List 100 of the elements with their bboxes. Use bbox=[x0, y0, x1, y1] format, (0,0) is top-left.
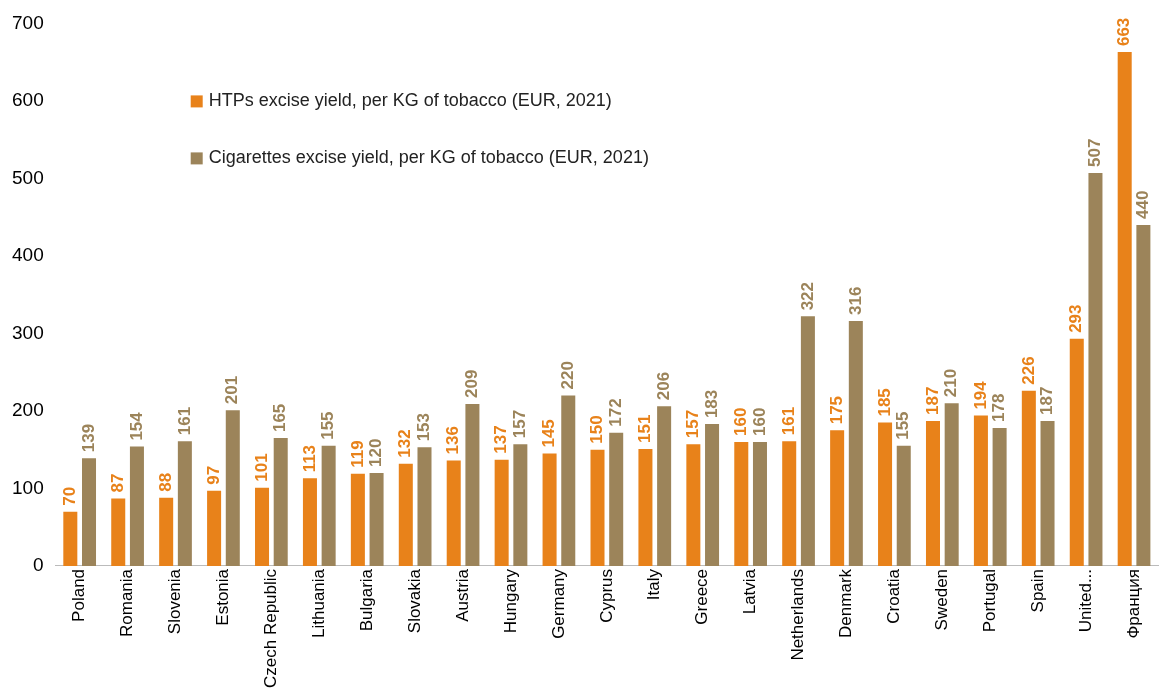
y-tick-label: 400 bbox=[12, 244, 44, 266]
bar bbox=[782, 441, 797, 566]
data-label: 101 bbox=[251, 453, 271, 482]
data-label: 157 bbox=[683, 409, 703, 439]
bar bbox=[273, 438, 288, 566]
bar bbox=[848, 321, 863, 566]
x-tick-label: Cyprus bbox=[596, 568, 616, 623]
data-label: 113 bbox=[299, 444, 319, 473]
bar bbox=[1117, 52, 1132, 566]
bar bbox=[302, 478, 317, 566]
bar bbox=[878, 422, 893, 566]
bar bbox=[896, 445, 911, 566]
legend-label: Cigarettes excise yield, per KG of tobacco (EUR, 2021) bbox=[208, 147, 649, 168]
bar bbox=[1040, 421, 1055, 566]
data-label: 185 bbox=[874, 388, 894, 417]
data-label: 150 bbox=[587, 415, 607, 444]
y-tick-label: 700 bbox=[12, 11, 44, 33]
bar bbox=[1088, 172, 1103, 566]
data-label: 137 bbox=[491, 425, 511, 454]
x-tick-label: Czech Republic bbox=[261, 568, 281, 688]
data-label: 155 bbox=[318, 411, 338, 440]
bar bbox=[609, 432, 624, 566]
bar bbox=[446, 460, 461, 566]
data-label: 87 bbox=[107, 473, 127, 493]
bar bbox=[159, 497, 174, 566]
x-tick-label: Germany bbox=[548, 568, 568, 639]
data-label: 187 bbox=[922, 386, 942, 416]
bar bbox=[992, 427, 1007, 566]
y-tick-label: 300 bbox=[12, 321, 44, 343]
bar bbox=[417, 447, 432, 566]
bar bbox=[177, 441, 192, 566]
y-tick-label: 500 bbox=[12, 166, 44, 188]
data-label: 293 bbox=[1066, 304, 1086, 333]
bar bbox=[225, 410, 240, 566]
data-label: 206 bbox=[653, 371, 673, 401]
data-label: 151 bbox=[635, 414, 655, 443]
data-label: 120 bbox=[366, 438, 386, 467]
data-label: 161 bbox=[174, 406, 194, 436]
data-label: 136 bbox=[443, 426, 463, 455]
data-label: 154 bbox=[126, 411, 146, 441]
data-label: 153 bbox=[414, 412, 434, 442]
bar bbox=[129, 446, 144, 566]
data-label: 226 bbox=[1018, 356, 1038, 385]
data-label: 139 bbox=[78, 423, 98, 453]
bar bbox=[800, 316, 815, 566]
data-label: 132 bbox=[395, 429, 415, 458]
bar bbox=[638, 448, 653, 566]
data-label: 160 bbox=[730, 407, 750, 436]
bar bbox=[590, 449, 605, 566]
bar bbox=[1136, 224, 1151, 566]
x-tick-label: Latvia bbox=[740, 568, 760, 615]
data-label: 157 bbox=[510, 409, 530, 439]
x-tick-label: Portugal bbox=[979, 568, 999, 633]
data-label: 119 bbox=[347, 440, 367, 468]
y-tick-label: 600 bbox=[12, 89, 44, 111]
x-tick-label: Croatia bbox=[884, 568, 904, 624]
bar bbox=[705, 424, 720, 566]
bar bbox=[752, 441, 767, 566]
bar bbox=[925, 421, 940, 566]
data-label: 663 bbox=[1114, 17, 1134, 47]
bar bbox=[513, 444, 528, 566]
x-tick-label: Poland bbox=[69, 568, 89, 622]
bar bbox=[657, 406, 672, 566]
x-tick-label: Hungary bbox=[500, 568, 520, 634]
bar bbox=[561, 395, 576, 566]
data-label: 175 bbox=[826, 395, 846, 425]
x-tick-label: Spain bbox=[1027, 568, 1047, 613]
bar bbox=[255, 487, 270, 566]
x-tick-label: Romania bbox=[117, 568, 137, 637]
data-label: 165 bbox=[270, 403, 290, 433]
data-label: 194 bbox=[970, 380, 990, 410]
bar bbox=[398, 463, 413, 566]
bar bbox=[465, 403, 480, 566]
data-label: 201 bbox=[222, 375, 242, 405]
x-tick-label: Netherlands bbox=[788, 568, 808, 661]
data-label: 322 bbox=[797, 282, 817, 311]
x-tick-label: Italy bbox=[644, 568, 664, 601]
bar bbox=[494, 459, 509, 566]
data-label: 316 bbox=[845, 286, 865, 316]
bar bbox=[63, 511, 78, 566]
x-tick-label: Slovenia bbox=[165, 568, 185, 635]
x-tick-label: Austria bbox=[452, 568, 472, 622]
data-label: 210 bbox=[941, 368, 961, 398]
data-label: 183 bbox=[701, 389, 721, 419]
bar bbox=[321, 445, 336, 566]
x-tick-label: Denmark bbox=[836, 568, 856, 638]
x-tick-label: United... bbox=[1075, 568, 1095, 633]
data-label: 97 bbox=[203, 465, 223, 485]
x-tick-label: Greece bbox=[692, 568, 712, 625]
bar bbox=[1021, 390, 1036, 566]
bar bbox=[686, 444, 701, 566]
legend-label: HTPs excise yield, per KG of tobacco (EUR, 2021) bbox=[208, 90, 612, 111]
x-tick-label: Bulgaria bbox=[356, 568, 376, 632]
bar bbox=[350, 473, 365, 566]
bar bbox=[973, 415, 988, 566]
data-label: 209 bbox=[462, 369, 482, 398]
bar bbox=[734, 441, 749, 566]
bar bbox=[82, 458, 97, 566]
data-label: 155 bbox=[893, 411, 913, 440]
data-label: 187 bbox=[1037, 386, 1057, 416]
